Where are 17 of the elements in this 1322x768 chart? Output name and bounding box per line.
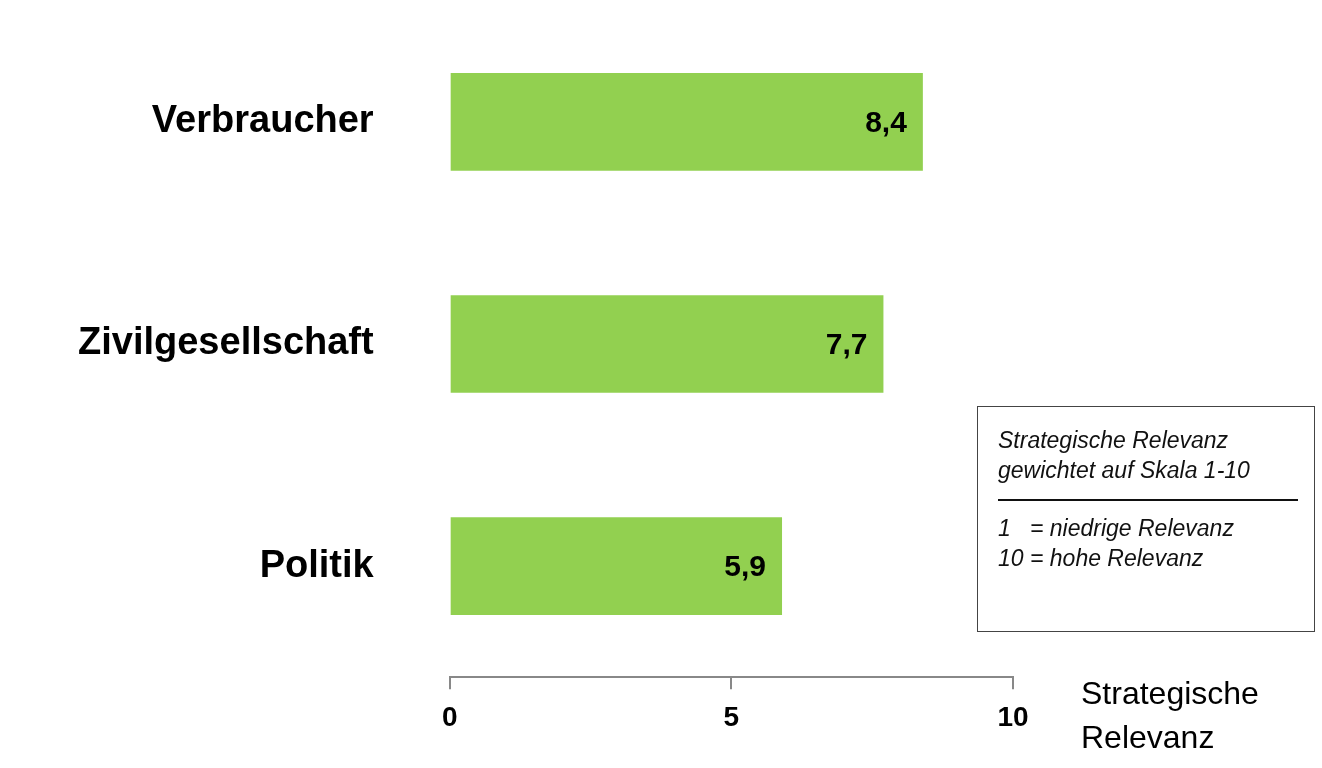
- y-tick-label: Politik: [259, 542, 375, 585]
- x-axis-title: Strategische Relevanz: [1081, 675, 1259, 756]
- bar: [450, 73, 923, 171]
- data-label: 8,4: [865, 105, 908, 139]
- annotation: 1 = niedrige Relevanz: [998, 514, 1235, 543]
- annotation: 10 = hohe Relevanz: [998, 544, 1205, 573]
- y-tick-label: Zivilgesellschaft: [78, 320, 375, 363]
- y-tick-label: Verbraucher: [151, 98, 374, 141]
- data-label: 5,9: [724, 549, 767, 583]
- x-tick-label: 5: [723, 700, 740, 732]
- x-tick-label: 10: [997, 700, 1029, 732]
- note-box: Strategische Relevanz gewichtet auf Skala 1-10 1 = niedrige Relevanz 10 = hohe Relevanz: [977, 406, 1315, 632]
- data-label: 7,7: [825, 327, 868, 361]
- x-tick-label: 0: [441, 700, 458, 732]
- bar: [450, 517, 783, 615]
- bar: [450, 295, 884, 393]
- annotation: Strategische Relevanz gewichtet auf Skala 1-10: [998, 425, 1298, 501]
